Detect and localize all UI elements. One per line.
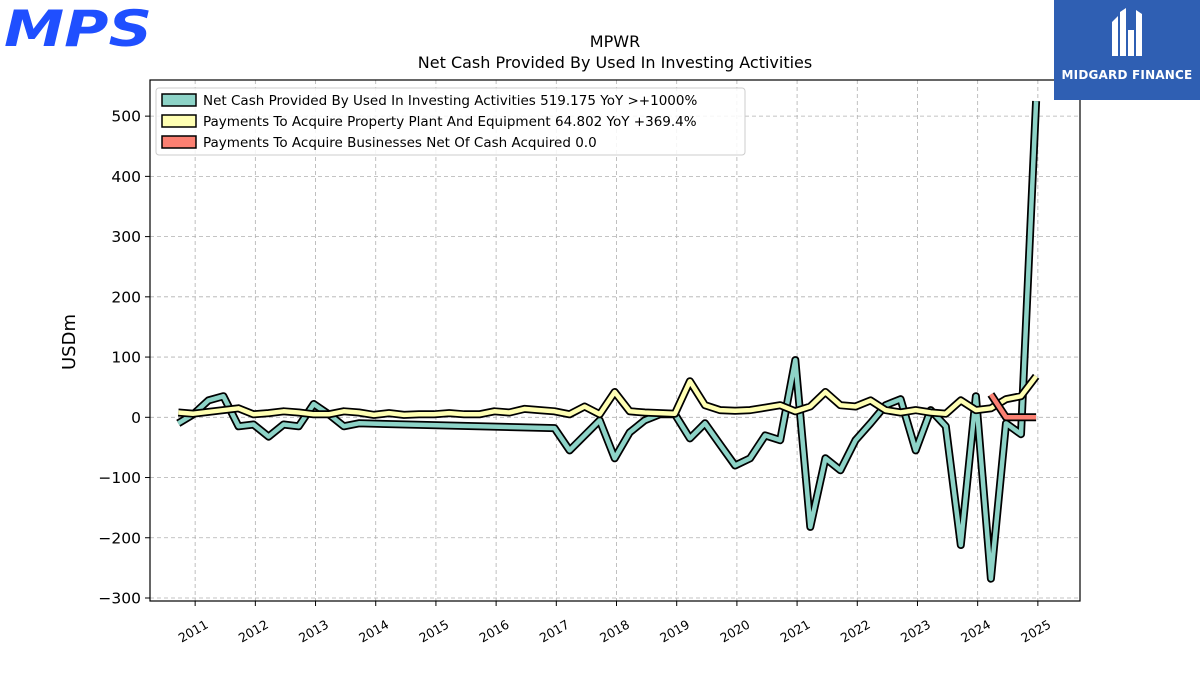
x-tick-label: 2020: [717, 617, 752, 646]
x-tick-label: 2016: [477, 617, 512, 646]
x-tick-label: 2021: [778, 617, 813, 646]
series-ppe-line: [178, 374, 1038, 418]
y-axis: −300 −200 −100 0 100 200 300 400 500: [98, 108, 150, 607]
x-tick-label: 2022: [838, 617, 873, 646]
series-net-cash-line: [177, 100, 1039, 581]
midgard-finance-text: MIDGARD FINANCE: [1061, 68, 1193, 82]
x-tick-label: 2024: [958, 617, 993, 646]
x-tick-label: 2018: [597, 617, 632, 646]
grid-layer: [150, 80, 1080, 601]
chart-subtitle: Net Cash Provided By Used In Investing A…: [418, 53, 812, 72]
series-net-cash-line-outline: [176, 100, 1041, 583]
legend-label-ppe: Payments To Acquire Property Plant And E…: [203, 114, 697, 130]
mps-logo-text: MPS: [4, 4, 152, 50]
y-tick-label: 200: [111, 288, 141, 306]
midgard-finance-logo: MIDGARD FINANCE: [1054, 0, 1200, 100]
y-tick-label: −200: [98, 529, 141, 547]
legend-label-businesses: Payments To Acquire Businesses Net Of Ca…: [203, 135, 597, 151]
y-tick-label: 100: [111, 349, 141, 367]
plot-frame: [149, 79, 1081, 602]
x-tick-label: 2011: [176, 617, 211, 646]
x-tick-label: 2019: [657, 617, 692, 646]
x-tick-label: 2015: [416, 617, 451, 646]
series-layer: [176, 100, 1041, 583]
x-tick-label: 2014: [356, 617, 391, 646]
series-businesses-line: [989, 393, 1037, 420]
y-tick-label: 0: [131, 409, 141, 427]
legend-label-net-cash: Net Cash Provided By Used In Investing A…: [203, 93, 697, 109]
x-tick-label: 2012: [236, 617, 271, 646]
legend: Net Cash Provided By Used In Investing A…: [155, 87, 746, 156]
y-tick-label: −100: [98, 469, 141, 487]
chart-title: MPWR: [590, 32, 640, 51]
x-axis: 2011 2012 2013 2014 2015 2016 2017 2018 2019 2020…: [176, 601, 1053, 646]
mps-logo: MPS: [4, 0, 154, 58]
y-tick-label: 300: [111, 228, 141, 246]
x-tick-label: 2013: [296, 617, 331, 646]
y-axis-label: USDm: [59, 314, 80, 370]
y-tick-label: −300: [98, 589, 141, 607]
x-tick-label: 2025: [1018, 617, 1053, 646]
legend-swatch-ppe: [161, 114, 197, 128]
legend-swatch-businesses: [161, 135, 197, 149]
legend-swatch-net-cash: [161, 93, 197, 107]
midgard-emblem-icon: [1112, 8, 1142, 56]
legend-box: [155, 87, 746, 156]
y-tick-label: 400: [111, 168, 141, 186]
y-tick-label: 500: [111, 108, 141, 126]
x-tick-label: 2017: [537, 617, 572, 646]
x-tick-label: 2023: [898, 617, 933, 646]
